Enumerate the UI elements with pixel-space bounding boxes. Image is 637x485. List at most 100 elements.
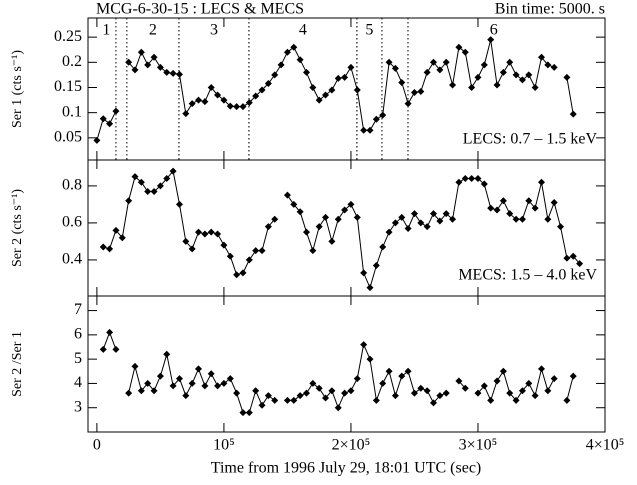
data-point (430, 210, 438, 218)
data-point (188, 245, 196, 253)
data-point (290, 43, 298, 51)
data-point (99, 243, 107, 251)
data-point (125, 58, 133, 66)
data-point (315, 96, 323, 104)
data-point (423, 223, 431, 231)
data-point (156, 182, 164, 190)
data-point (531, 204, 539, 212)
data-point (131, 362, 139, 370)
data-point (271, 71, 279, 79)
data-point (144, 379, 152, 387)
data-point (347, 63, 355, 71)
data-point (144, 61, 152, 69)
data-point (125, 197, 133, 205)
segment-label: 4 (299, 22, 307, 39)
data-point (506, 389, 514, 397)
y-tick-label: 0.8 (62, 177, 82, 194)
data-point (391, 392, 399, 400)
data-point (385, 228, 393, 236)
data-point (499, 197, 507, 205)
data-point (302, 228, 310, 236)
data-point (175, 200, 183, 208)
data-point (461, 175, 469, 183)
data-point (430, 399, 438, 407)
data-point (347, 387, 355, 395)
data-point (283, 48, 291, 56)
y-tick-label: 3 (74, 398, 82, 415)
segment-label: 3 (210, 22, 218, 39)
data-point (449, 215, 457, 223)
data-point (417, 88, 425, 96)
data-point (391, 219, 399, 227)
data-point (360, 126, 368, 134)
data-point (239, 103, 247, 111)
panel-annotation: MECS: 1.5 – 4.0 keV (458, 267, 597, 284)
y-axis-label: Ser 1 (cts s⁻¹) (10, 50, 25, 128)
data-point (525, 379, 533, 387)
data-point (252, 247, 260, 255)
data-point (150, 387, 158, 395)
data-point (506, 58, 514, 66)
data-point (480, 180, 488, 188)
data-point (518, 387, 526, 395)
data-point (163, 175, 171, 183)
data-point (455, 377, 463, 385)
y-tick-label: 5 (74, 350, 82, 367)
data-point (226, 252, 234, 260)
data-point (493, 377, 501, 385)
data-point (569, 252, 577, 260)
data-point (531, 83, 539, 91)
data-point (283, 396, 291, 404)
chart-title: MCG-6-30-15 : LECS & MECS (96, 1, 304, 18)
data-point (512, 396, 520, 404)
data-point (106, 328, 114, 336)
data-line (103, 169, 276, 276)
data-point (182, 237, 190, 245)
data-point (207, 83, 215, 91)
panel-annotation: LECS: 0.7 – 1.5 keV (463, 131, 598, 148)
data-point (296, 392, 304, 400)
y-tick-label: 0.6 (62, 214, 82, 231)
data-point (563, 73, 571, 81)
data-point (512, 71, 520, 79)
y-axis-label: Ser 2 (cts s⁻¹) (10, 189, 25, 267)
data-point (353, 375, 361, 383)
data-point (518, 76, 526, 84)
data-point (461, 384, 469, 392)
data-point (379, 111, 387, 119)
data-point (398, 372, 406, 380)
data-point (106, 245, 114, 253)
data-point (315, 384, 323, 392)
data-point (220, 241, 228, 249)
data-point (207, 228, 215, 236)
data-line (287, 342, 447, 410)
data-point (201, 230, 209, 238)
x-tick-label: 2×10⁵ (332, 437, 371, 454)
data-point (207, 370, 215, 378)
data-point (557, 223, 565, 231)
data-point (360, 341, 368, 349)
data-point (150, 187, 158, 195)
data-point (169, 69, 177, 77)
data-point (309, 379, 317, 387)
data-point (430, 58, 438, 66)
data-point (296, 208, 304, 216)
data-point (137, 178, 145, 186)
data-point (188, 379, 196, 387)
segment-label: 5 (365, 22, 373, 39)
data-point (252, 387, 260, 395)
y-tick-label: 4 (74, 374, 82, 391)
data-point (366, 355, 374, 363)
data-point (563, 396, 571, 404)
data-point (182, 110, 190, 118)
data-point (404, 367, 412, 375)
data-point (309, 247, 317, 255)
data-point (468, 83, 476, 91)
data-point (487, 396, 495, 404)
data-point (569, 372, 577, 380)
data-point (518, 215, 526, 223)
data-point (531, 392, 539, 400)
data-point (264, 79, 272, 87)
data-point (385, 367, 393, 375)
data-point (436, 392, 444, 400)
